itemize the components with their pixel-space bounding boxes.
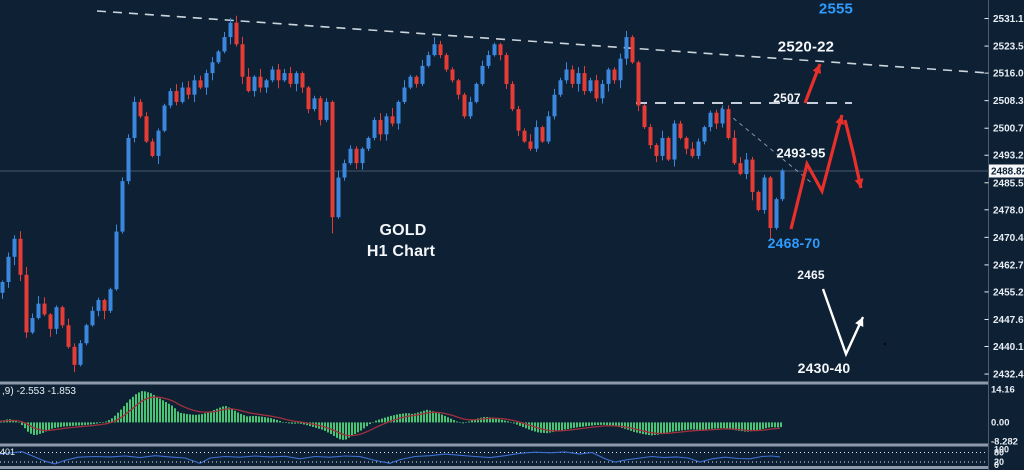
svg-text:2488.82: 2488.82	[991, 167, 1024, 178]
cursor-dot	[883, 342, 887, 346]
stochastic-line	[0, 451, 781, 465]
svg-text:2455.25: 2455.25	[993, 287, 1024, 298]
pane-divider-2[interactable]	[0, 466, 989, 469]
red-projection-zigzag[interactable]	[789, 114, 844, 230]
svg-text:2500.70: 2500.70	[993, 124, 1024, 135]
price-axis-labels[interactable]: 2531.15 2523.50 2516.00 2508.35 2500.70 2493.…	[984, 14, 1024, 381]
annotation-level-2507[interactable]: 2507	[773, 91, 801, 105]
svg-text:2447.60: 2447.60	[993, 315, 1024, 326]
annotation-level-2555[interactable]: 2555	[818, 0, 854, 18]
chart-timeframe-label: H1 Chart	[366, 243, 436, 260]
annotation-zone-2493-95[interactable]: 2493-95	[776, 145, 826, 161]
svg-text:14.16: 14.16	[991, 384, 1015, 395]
svg-text:2478.05: 2478.05	[993, 205, 1024, 216]
macd-signal-line	[0, 396, 781, 437]
major-descending-trendline[interactable]	[96, 10, 989, 74]
annotation-zone-2468-70[interactable]: 2468-70	[767, 235, 821, 251]
annotation-zone-2520-22[interactable]: 2520-22	[777, 38, 835, 56]
svg-text:2493.20: 2493.20	[993, 151, 1024, 162]
candlesticks	[0, 15, 785, 373]
red-rejection-arrow[interactable]	[843, 119, 863, 189]
svg-text:2470.40: 2470.40	[993, 233, 1024, 244]
svg-text:2440.10: 2440.10	[993, 342, 1024, 353]
svg-text:2523.50: 2523.50	[993, 42, 1024, 53]
trendlines[interactable]	[96, 10, 989, 185]
svg-text:2531.15: 2531.15	[993, 14, 1024, 25]
svg-text:2516.00: 2516.00	[993, 69, 1024, 80]
svg-text:80: 80	[994, 448, 1004, 458]
svg-text:0: 0	[994, 460, 999, 470]
svg-text:0.00: 0.00	[991, 417, 1010, 428]
current-price-tag: 2488.82	[989, 164, 1024, 178]
stoch-indicator-label: 401	[0, 447, 15, 457]
macd-histogram	[0, 391, 782, 440]
annotation-zone-2430-40[interactable]: 2430-40	[797, 360, 851, 376]
white-bounce-arrow[interactable]	[821, 288, 865, 358]
svg-text:100: 100	[994, 444, 1009, 454]
drawn-arrows[interactable]	[789, 63, 865, 358]
pane-divider-1[interactable]	[0, 443, 989, 447]
svg-text:20: 20	[994, 457, 1004, 467]
annotation-level-2465[interactable]: 2465	[797, 268, 825, 282]
svg-text:-8.282: -8.282	[991, 437, 1018, 448]
pane-divider-0[interactable]	[0, 381, 989, 385]
svg-text:2485.55: 2485.55	[993, 178, 1024, 189]
svg-text:2508.35: 2508.35	[993, 96, 1024, 107]
macd-indicator-label: ,9) -2.553 -1.853	[2, 386, 76, 397]
minor-descending-trendline[interactable]	[720, 107, 814, 185]
chart-symbol-label: GOLD	[379, 222, 427, 239]
svg-text:2432.45: 2432.45	[993, 370, 1024, 381]
svg-text:2462.75: 2462.75	[993, 260, 1024, 271]
